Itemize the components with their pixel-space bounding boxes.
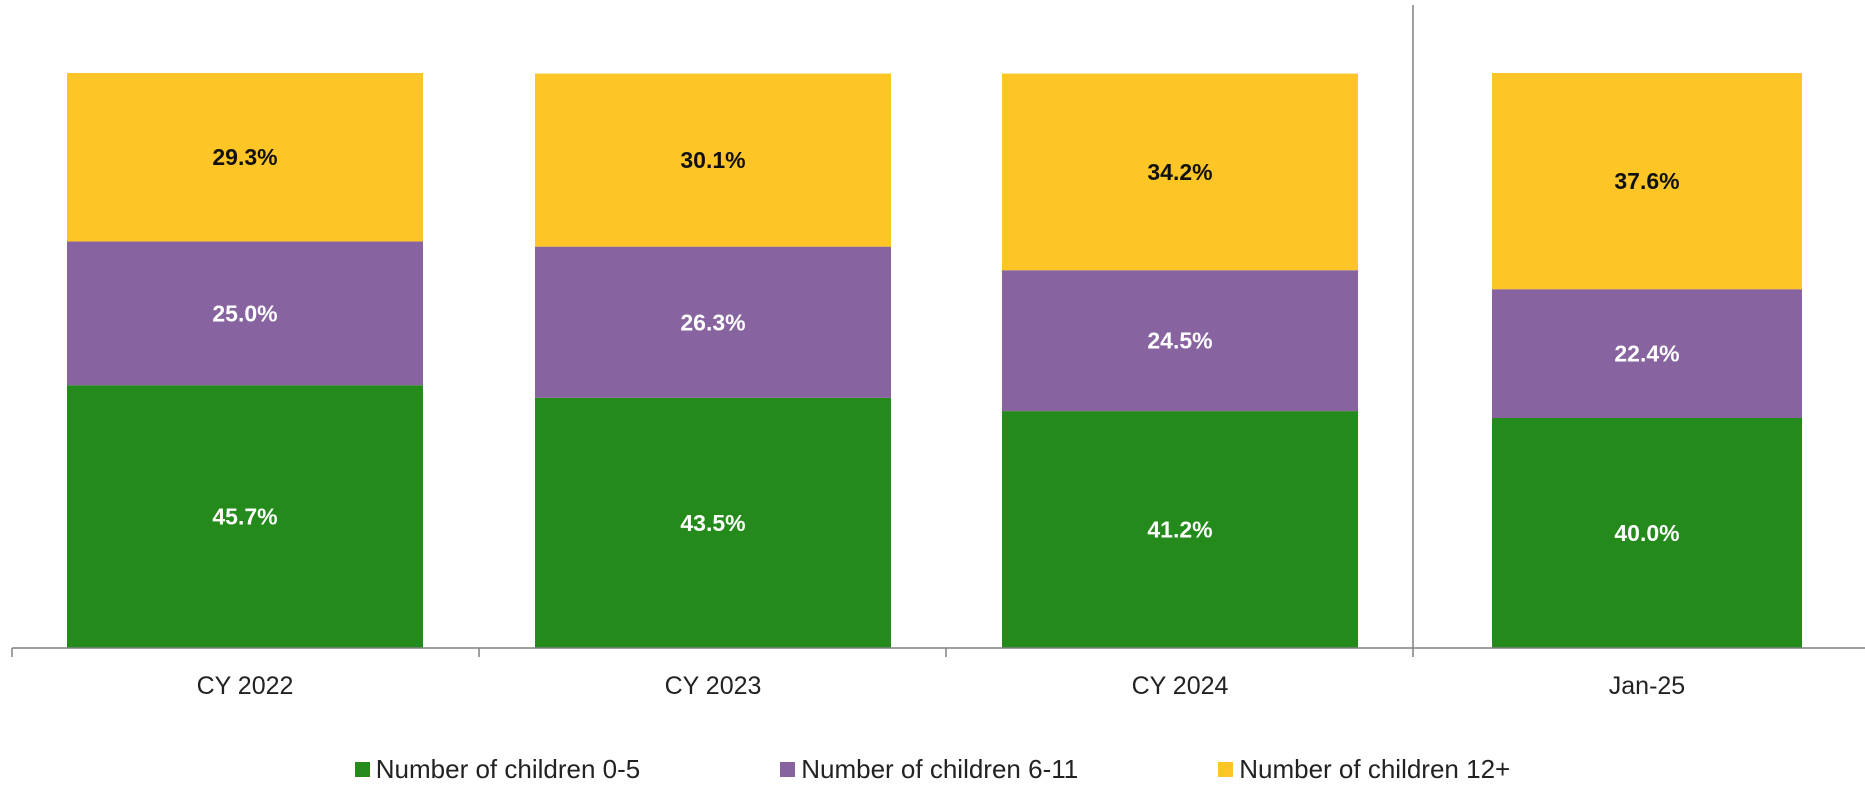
legend-label-12-plus: Number of children 12+ bbox=[1239, 753, 1511, 784]
x-tick-label-cy-2022: CY 2022 bbox=[197, 672, 294, 700]
x-tick-label-cy-2023: CY 2023 bbox=[665, 672, 762, 700]
legend-label-6-11: Number of children 6-11 bbox=[801, 753, 1079, 784]
data-label-cy-2024-number-of-children-12: 34.2% bbox=[1147, 159, 1212, 185]
data-label-cy-2022-number-of-children-6-11: 25.0% bbox=[212, 300, 277, 326]
legend-item-12-plus: Number of children 12+ bbox=[1218, 754, 1510, 785]
bar-cy-2022-number-of-children-6-11 bbox=[67, 241, 423, 386]
x-tick-label-cy-2024: CY 2024 bbox=[1132, 672, 1229, 700]
bar-cy-2024-number-of-children-12 bbox=[1002, 73, 1358, 271]
data-label-cy-2023-number-of-children-0-5: 43.5% bbox=[680, 510, 745, 536]
x-tick-label-jan-25: Jan-25 bbox=[1609, 672, 1685, 700]
data-label-cy-2024-number-of-children-6-11: 24.5% bbox=[1147, 328, 1212, 354]
data-label-cy-2023-number-of-children-12: 30.1% bbox=[680, 147, 745, 173]
data-label-jan-25-number-of-children-12: 37.6% bbox=[1614, 168, 1679, 194]
bar-cy-2024-number-of-children-0-5 bbox=[1002, 411, 1358, 648]
bar-jan-25-number-of-children-12 bbox=[1492, 73, 1802, 290]
bar-cy-2023-number-of-children-6-11 bbox=[535, 246, 891, 398]
data-label-cy-2022-number-of-children-0-5: 45.7% bbox=[212, 504, 277, 530]
legend-swatch-12-plus bbox=[1218, 761, 1234, 777]
data-label-jan-25-number-of-children-0-5: 40.0% bbox=[1614, 520, 1679, 546]
data-label-cy-2022-number-of-children-12: 29.3% bbox=[212, 144, 277, 170]
data-label-cy-2023-number-of-children-6-11: 26.3% bbox=[680, 309, 745, 335]
bar-jan-25-number-of-children-0-5 bbox=[1492, 418, 1802, 648]
bar-jan-25-number-of-children-6-11 bbox=[1492, 289, 1802, 418]
legend-label-0-5: Number of children 0-5 bbox=[375, 753, 641, 784]
legend-item-6-11: Number of children 6-11 bbox=[780, 754, 1078, 785]
legend: Number of children 0-5 Number of childre… bbox=[0, 753, 1865, 785]
data-label-cy-2024-number-of-children-0-5: 41.2% bbox=[1147, 517, 1212, 543]
bar-cy-2022-number-of-children-12 bbox=[67, 73, 423, 242]
bar-cy-2022-number-of-children-0-5 bbox=[67, 385, 423, 648]
legend-item-0-5: Number of children 0-5 bbox=[354, 753, 641, 785]
bar-cy-2023-number-of-children-12 bbox=[535, 73, 891, 247]
legend-swatch-6-11 bbox=[780, 761, 796, 777]
legend-swatch-0-5 bbox=[354, 761, 370, 777]
bar-cy-2024-number-of-children-6-11 bbox=[1002, 270, 1358, 412]
bar-cy-2023-number-of-children-0-5 bbox=[535, 397, 891, 648]
data-label-jan-25-number-of-children-6-11: 22.4% bbox=[1614, 341, 1679, 367]
stacked-bar-chart: 45.7% 25.0% 29.3% 43.5% 26.3% 30.1% 41.2% 24.5%… bbox=[11, 5, 1865, 700]
